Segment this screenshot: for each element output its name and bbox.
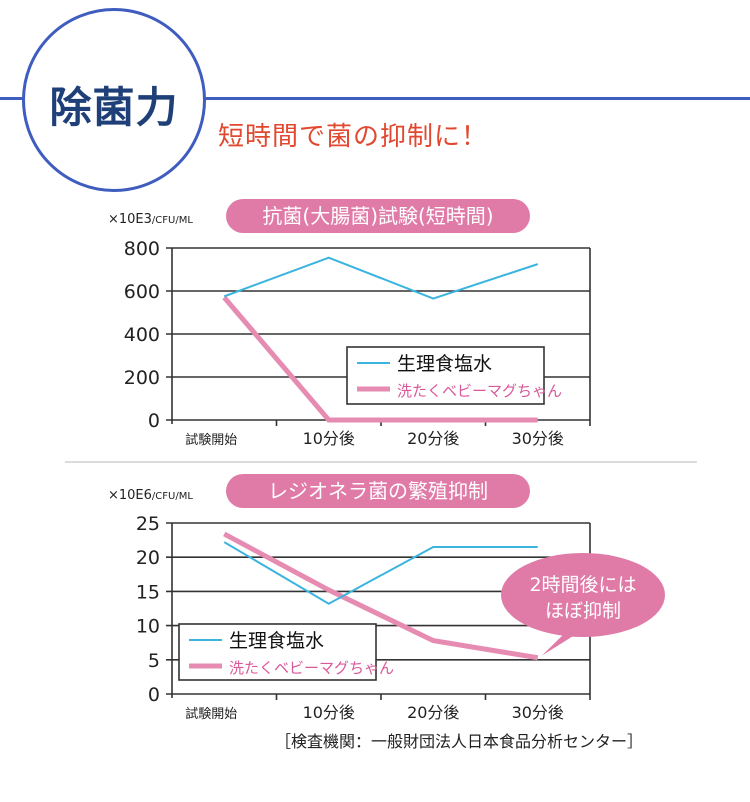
chart2: 0 5 10 15 20 25 試験開始 10分後 20分後 30分後 生理食塩水洗たくベビーマグち… xyxy=(136,513,665,722)
legend-label-saline: 生理食塩水 xyxy=(397,353,492,375)
chart2-unit-label: ×10E6/CFU/ML xyxy=(108,488,193,503)
chart2-title: レジオネラ菌の繁殖抑制 xyxy=(226,474,530,508)
legend-label-mag-chan: 洗たくベビーマグちゃん xyxy=(397,382,562,400)
y-tick-label: 0 xyxy=(148,684,160,706)
y-tick-label: 10 xyxy=(136,616,160,638)
chart-divider xyxy=(65,461,697,463)
section-subtitle: 短時間で菌の抑制に！ xyxy=(218,122,489,152)
y-tick-label: 5 xyxy=(148,650,160,672)
x-tick-label: 試験開始 xyxy=(185,706,237,722)
y-tick-label: 25 xyxy=(136,513,160,535)
y-tick-label: 400 xyxy=(124,324,160,346)
series-line-saline xyxy=(223,541,538,605)
chart2-unit: ×10E6 xyxy=(108,488,152,503)
callout-text-line2: ほぼ抑制 xyxy=(545,600,621,622)
y-tick-label: 0 xyxy=(148,410,160,432)
series-line-mag-chan xyxy=(223,531,539,661)
chart1-title: 抗菌(大腸菌)試験(短時間) xyxy=(226,199,530,233)
x-tick-label: 10分後 xyxy=(303,703,355,722)
series-line-mag-chan xyxy=(222,295,538,423)
x-tick-label: 20分後 xyxy=(407,703,459,722)
y-tick-label: 200 xyxy=(124,367,160,389)
chart1-unit-label: ×10E3/CFU/ML xyxy=(108,212,193,227)
callout-bubble xyxy=(501,553,665,637)
x-tick-label: 試験開始 xyxy=(185,432,237,448)
legend-box xyxy=(346,346,545,405)
x-tick-label: 30分後 xyxy=(512,703,564,722)
x-tick-label: 20分後 xyxy=(407,429,459,448)
series-line-saline xyxy=(223,256,539,300)
title-circle xyxy=(22,8,206,192)
x-tick-label: 30分後 xyxy=(512,429,564,448)
legend-box xyxy=(178,623,377,681)
legend-label-saline: 生理食塩水 xyxy=(229,630,324,652)
chart1: 0 200 400 600 800 試験開始 10分後 20分後 30分後 生理食塩水洗たくベビー… xyxy=(124,238,591,448)
chart1-unit: ×10E3 xyxy=(108,212,152,227)
x-tick-label: 10分後 xyxy=(303,429,355,448)
header-rule xyxy=(0,97,750,100)
chart2-unit-suffix: /CFU/ML xyxy=(151,491,193,502)
section-title: 除菌力 xyxy=(49,83,179,132)
y-tick-label: 800 xyxy=(124,238,160,260)
chart1-unit-suffix: /CFU/ML xyxy=(151,215,193,226)
y-tick-label: 20 xyxy=(136,547,160,569)
source-note: ［検査機関：一般財団法人日本食品分析センター］ xyxy=(275,732,644,751)
callout-text-line1: 2時間後には xyxy=(529,574,636,596)
y-tick-label: 15 xyxy=(136,581,160,603)
legend-label-mag-chan: 洗たくベビーマグちゃん xyxy=(229,659,394,677)
y-tick-label: 600 xyxy=(124,281,160,303)
